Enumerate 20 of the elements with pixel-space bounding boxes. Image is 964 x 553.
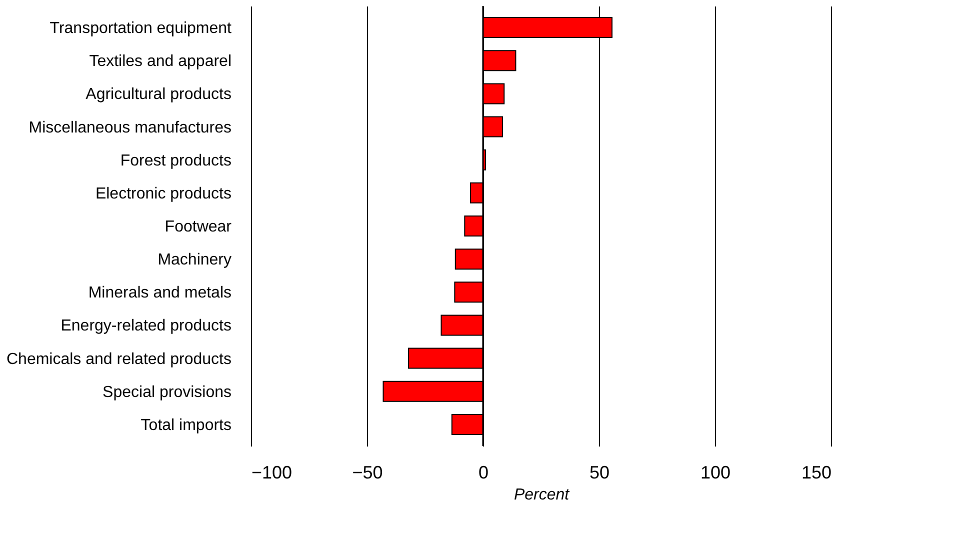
y-tick-label: Miscellaneous manufactures xyxy=(28,119,232,136)
y-tick-label: Forest products xyxy=(120,152,232,170)
x-tick-label: 100 xyxy=(700,462,731,482)
x-tick-label: −50 xyxy=(352,462,383,482)
y-tick-label: Special provisions xyxy=(102,384,232,401)
x-axis-title: Percent xyxy=(514,486,570,504)
y-tick-label: Minerals and metals xyxy=(88,284,232,302)
y-tick-label: Footwear xyxy=(164,218,232,236)
x-tick-label: 150 xyxy=(801,462,832,482)
y-tick-label: Transportation equipment xyxy=(50,20,232,38)
y-tick-label: Energy-related products xyxy=(60,318,232,335)
y-tick-label: Chemicals and related products xyxy=(6,350,232,368)
x-tick-label: 50 xyxy=(589,462,610,482)
y-tick-label: Textiles and apparel xyxy=(89,53,232,70)
x-tick-label: 0 xyxy=(478,462,489,482)
y-tick-label: Electronic products xyxy=(95,185,232,202)
x-tick-label: −100 xyxy=(252,462,292,482)
y-tick-label: Total imports xyxy=(140,416,232,434)
y-tick-label: Agricultural products xyxy=(86,86,232,104)
y-tick-label: Machinery xyxy=(158,252,232,269)
